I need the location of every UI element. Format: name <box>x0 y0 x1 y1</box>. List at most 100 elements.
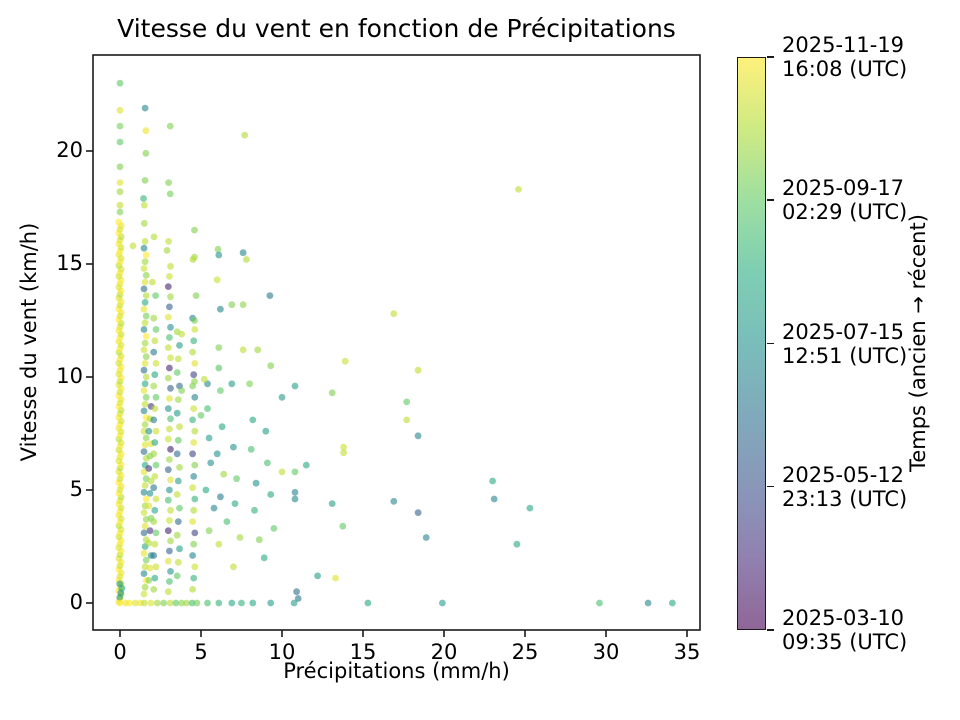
scatter-point <box>191 563 199 571</box>
scatter-point <box>152 495 160 503</box>
x-tick-label: 5 <box>194 640 208 664</box>
scatter-point <box>231 500 239 507</box>
scatter-point <box>176 342 183 349</box>
scatter-point <box>145 577 153 584</box>
scatter-point <box>151 439 159 446</box>
scatter-point <box>489 477 496 485</box>
scatter-point <box>328 500 336 507</box>
scatter-point <box>173 491 181 498</box>
scatter-point <box>151 371 159 379</box>
scatter-point <box>140 366 148 374</box>
scatter-point <box>515 186 522 193</box>
colorbar-gradient <box>737 57 766 630</box>
scatter-point <box>178 387 186 394</box>
scatter-point <box>262 427 270 435</box>
scatter-point <box>141 177 149 184</box>
scatter-point <box>167 323 174 331</box>
scatter-point <box>163 247 171 254</box>
colorbar-tick-mark <box>767 485 774 488</box>
y-tick-label: 5 <box>69 477 83 501</box>
scatter-point <box>167 476 174 484</box>
scatter-point <box>140 346 148 354</box>
scatter-point <box>140 244 148 252</box>
scatter-point <box>126 599 134 607</box>
scatter-point <box>140 387 148 394</box>
scatter-point <box>513 540 521 548</box>
scatter-point <box>205 434 213 442</box>
scatter-point <box>164 496 172 504</box>
scatter-point <box>141 258 149 266</box>
scatter-point <box>150 382 158 390</box>
colorbar-tick-label-line: 09:35 (UTC) <box>782 630 908 654</box>
scatter-point <box>291 382 299 390</box>
scatter-point <box>190 439 198 446</box>
scatter-point <box>140 509 148 516</box>
scatter-point <box>150 586 158 593</box>
scatter-point <box>142 149 150 157</box>
scatter-point <box>204 599 211 607</box>
scatter-point <box>191 461 199 469</box>
scatter-point <box>147 599 155 607</box>
scatter-point <box>166 425 173 433</box>
scatter-point <box>164 527 172 535</box>
scatter-point <box>246 380 254 388</box>
scatter-point <box>247 445 255 453</box>
scatter-point <box>140 448 148 455</box>
scatter-point <box>166 578 173 585</box>
scatter-point <box>116 599 124 607</box>
scatter-point <box>116 163 124 171</box>
scatter-point <box>490 495 498 503</box>
scatter-point <box>142 332 150 340</box>
x-tick-label: 20 <box>430 640 458 664</box>
scatter-point <box>152 393 160 401</box>
colorbar-tick-label: 2025-07-15 12:51 (UTC) <box>782 320 942 368</box>
scatter-point <box>314 572 321 580</box>
scatter-point <box>145 427 153 435</box>
scatter-point <box>176 545 183 553</box>
scatter-point <box>166 547 173 555</box>
scatter-point <box>174 518 182 525</box>
scatter-point <box>140 529 148 537</box>
scatter-point <box>141 339 149 347</box>
scatter-point <box>140 265 148 272</box>
scatter-point <box>173 572 181 580</box>
axis-ticks-layer <box>86 150 688 637</box>
scatter-point <box>160 599 168 607</box>
scatter-point <box>173 450 181 458</box>
scatter-point <box>239 249 247 257</box>
scatter-point <box>217 387 224 394</box>
scatter-point <box>190 540 198 548</box>
scatter-point <box>183 599 190 607</box>
scatter-point <box>147 477 155 485</box>
scatter-point <box>166 273 173 280</box>
scatter-point <box>167 354 174 362</box>
scatter-point <box>140 285 148 293</box>
scatter-point <box>267 362 275 370</box>
scatter-point <box>188 599 196 607</box>
scatter-point <box>252 479 260 487</box>
scatter-point <box>152 563 160 571</box>
scatter-point <box>197 412 205 419</box>
x-tick-label: 35 <box>673 640 701 664</box>
scatter-point <box>164 557 172 565</box>
scatter-point <box>141 482 149 489</box>
scatter-point <box>189 586 197 593</box>
scatter-point <box>150 416 158 424</box>
scatter-point <box>116 138 124 146</box>
scatter-point <box>140 427 148 435</box>
scatter-point <box>164 405 172 412</box>
scatter-point <box>239 346 247 354</box>
scatter-point <box>390 310 398 318</box>
scatter-point <box>191 378 198 385</box>
scatter-point <box>267 491 275 498</box>
scatter-point <box>132 599 139 607</box>
scatter-point <box>193 599 201 607</box>
scatter-point <box>236 534 244 541</box>
scatter-point <box>164 313 172 321</box>
scatter-point <box>278 468 286 476</box>
scatter-point <box>174 558 182 566</box>
scatter-point <box>142 292 150 299</box>
scatter-point <box>166 122 174 130</box>
scatter-point <box>164 344 172 351</box>
